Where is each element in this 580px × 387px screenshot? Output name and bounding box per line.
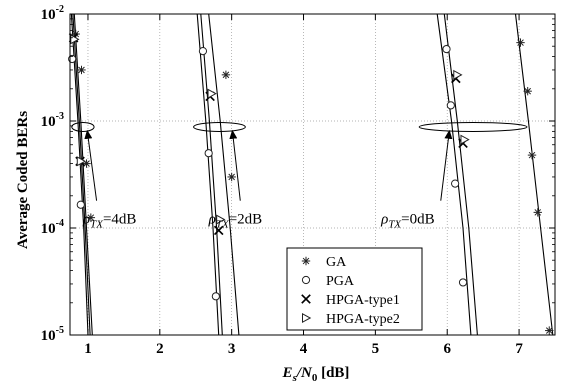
marker-x: [301, 294, 311, 304]
annotation-label: ρTX=0dB: [380, 212, 435, 231]
marker-circle: [442, 44, 451, 54]
marker-circle: [458, 278, 468, 287]
marker-circle: [198, 47, 208, 56]
curve-4dB: [73, 13, 93, 336]
marker-asterisk: [71, 29, 80, 39]
annotation-arrow: [84, 129, 98, 201]
x-axis-label-n: /N: [296, 365, 313, 381]
legend: GA PGA HPGA-type1 HPGA-type2: [286, 247, 423, 331]
series-markers: [68, 29, 554, 335]
marker-asterisk: [545, 326, 554, 335]
marker-asterisk-stroke: [524, 87, 531, 95]
annotation-ellipse: [193, 121, 246, 132]
legend-label: PGA: [326, 274, 355, 289]
marker-asterisk: [516, 38, 525, 47]
marker-asterisk-stroke: [534, 209, 542, 216]
marker-asterisk-stroke: [72, 30, 80, 38]
x-axis-label: Es/N0 [dB]: [282, 365, 350, 384]
marker-asterisk: [527, 150, 537, 160]
y-tick-label: 10-4: [41, 218, 64, 237]
annotation-arrow: [229, 129, 241, 201]
y-tick-label: 10-2: [41, 4, 64, 23]
curve-4dB: [70, 13, 89, 336]
curve-0dB: [514, 13, 554, 336]
marker-triangle: [453, 69, 463, 80]
marker-asterisk-stroke: [517, 39, 524, 46]
marker-asterisk: [533, 208, 542, 217]
annotations: ρTX=4dB ρTX=2dB ρTX=0dB: [71, 121, 528, 231]
marker-asterisk-stroke: [83, 160, 90, 167]
marker-asterisk: [301, 256, 311, 266]
marker-asterisk: [227, 172, 236, 182]
marker-triangle: [207, 88, 217, 99]
legend-label: HPGA-type1: [326, 293, 400, 308]
marker-x: [213, 225, 224, 236]
x-axis-label-sub-s: s: [292, 372, 297, 384]
marker-triangle: [302, 312, 312, 324]
marker-circle: [451, 179, 460, 188]
marker-asterisk-stroke: [222, 71, 230, 79]
marker-triangle: [460, 134, 470, 145]
y-tick-label: 10-5: [41, 325, 64, 344]
curve-0dB: [443, 13, 478, 336]
series-curves: [70, 13, 554, 336]
marker-triangle: [76, 156, 87, 167]
curve-2dB: [208, 13, 240, 336]
curve-4dB: [72, 13, 91, 336]
legend-box: [286, 247, 423, 331]
x-tick-label: 4: [300, 341, 308, 357]
y-tick-label: 10-3: [41, 111, 64, 130]
legend-label: GA: [326, 255, 347, 270]
x-axis-label-sub-0: 0: [312, 372, 318, 384]
x-tick-label: 2: [156, 341, 164, 357]
annotation-label: ρTX=2dB: [208, 212, 263, 231]
annotation-ellipse: [71, 121, 95, 132]
plot-frame: [69, 13, 556, 336]
x-tick-label: 6: [443, 341, 451, 357]
annotation-label: ρTX=4dB: [82, 212, 137, 231]
curve-2dB: [196, 13, 220, 336]
y-axis-label: Average Coded BERs: [15, 111, 31, 249]
x-tick-label: 1: [84, 341, 92, 357]
marker-circle: [211, 292, 220, 301]
marker-asterisk: [86, 213, 96, 222]
x-axis-label-e: E: [282, 365, 293, 381]
annotation-ellipse: [418, 121, 528, 132]
marker-circle: [446, 101, 455, 110]
marker-asterisk-stroke: [228, 173, 235, 181]
marker-triangle: [70, 34, 80, 45]
legend-label: HPGA-type2: [326, 312, 400, 327]
curve-2dB: [200, 13, 223, 336]
marker-circle: [301, 275, 311, 285]
marker-asterisk-stroke: [78, 66, 85, 74]
marker-asterisk: [221, 70, 231, 80]
x-axis-label-unit: [dB]: [317, 365, 349, 381]
x-tick-label: 7: [515, 341, 523, 357]
marker-asterisk-stroke: [87, 214, 95, 221]
marker-circle: [76, 200, 85, 209]
marker-asterisk-stroke: [302, 257, 310, 265]
marker-x-stroke: [301, 294, 311, 304]
marker-asterisk: [523, 86, 532, 96]
x-tick-label: 3: [228, 341, 236, 357]
annotation-arrow: [440, 129, 453, 201]
marker-asterisk-stroke: [528, 151, 536, 159]
marker-asterisk-stroke: [545, 327, 553, 334]
marker-triangle: [216, 214, 226, 225]
marker-x-stroke: [213, 225, 224, 236]
marker-circle: [204, 149, 213, 158]
plot-axes: 1 2 3 4 5 6 7 10-5 10-4 10-3 10-2: [41, 4, 556, 357]
marker-asterisk: [77, 65, 86, 75]
x-tick-label: 5: [372, 341, 380, 357]
